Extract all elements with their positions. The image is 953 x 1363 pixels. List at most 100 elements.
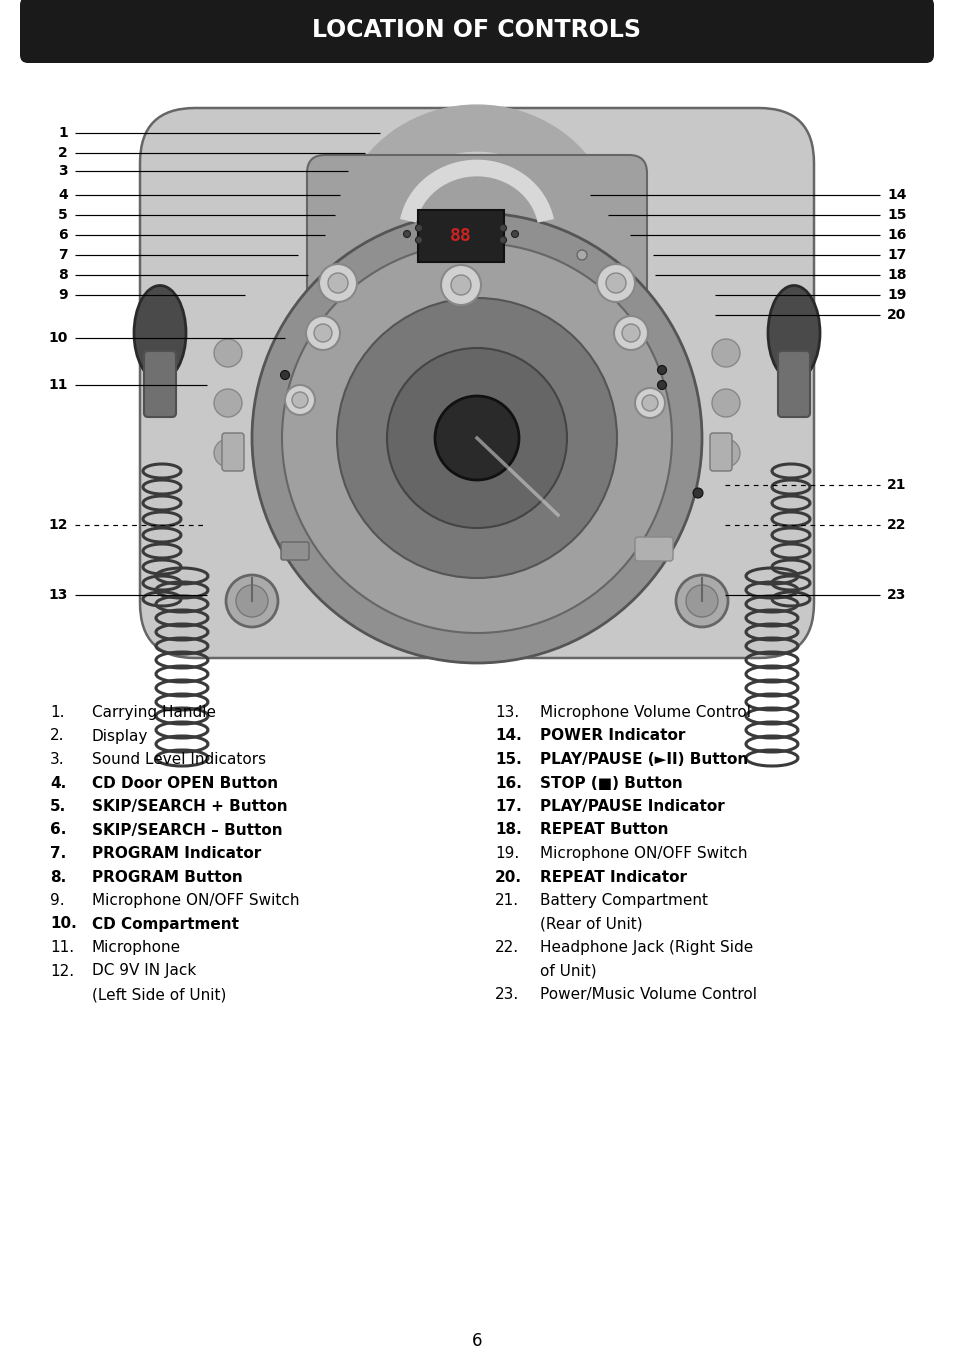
Text: Headphone Jack (Right Side: Headphone Jack (Right Side (539, 940, 753, 955)
Text: 4.: 4. (50, 776, 66, 791)
Circle shape (387, 348, 566, 527)
Text: 4: 4 (58, 188, 68, 202)
Text: 13.: 13. (495, 705, 518, 720)
Text: 6: 6 (471, 1332, 482, 1349)
Text: Microphone: Microphone (91, 940, 181, 955)
Circle shape (641, 395, 658, 412)
Text: SKIP/SEARCH + Button: SKIP/SEARCH + Button (91, 799, 287, 814)
FancyBboxPatch shape (222, 433, 244, 472)
Circle shape (451, 275, 471, 294)
FancyBboxPatch shape (140, 108, 813, 658)
Circle shape (213, 439, 242, 468)
FancyBboxPatch shape (326, 210, 377, 281)
Circle shape (416, 237, 422, 244)
Text: Battery Compartment: Battery Compartment (539, 893, 707, 908)
Text: 8.: 8. (50, 870, 66, 885)
Text: 2.: 2. (50, 728, 65, 743)
Text: 7.: 7. (50, 846, 66, 861)
Circle shape (440, 264, 480, 305)
Circle shape (328, 273, 348, 293)
Text: 22: 22 (886, 518, 905, 532)
Text: 19.: 19. (495, 846, 518, 861)
Circle shape (635, 388, 664, 418)
FancyBboxPatch shape (709, 433, 731, 472)
Circle shape (403, 230, 410, 237)
Text: 20.: 20. (495, 870, 521, 885)
Text: POWER Indicator: POWER Indicator (539, 728, 684, 743)
Text: 9.: 9. (50, 893, 65, 908)
Text: PLAY/PAUSE Indicator: PLAY/PAUSE Indicator (539, 799, 724, 814)
Circle shape (711, 339, 740, 367)
Text: 10.: 10. (50, 916, 76, 931)
Circle shape (252, 213, 701, 662)
FancyBboxPatch shape (417, 210, 503, 262)
Text: Sound Level Indicators: Sound Level Indicators (91, 752, 266, 767)
Text: PROGRAM Button: PROGRAM Button (91, 870, 242, 885)
Circle shape (226, 575, 277, 627)
Text: 11: 11 (49, 378, 68, 393)
Text: Microphone Volume Control: Microphone Volume Control (539, 705, 750, 720)
FancyBboxPatch shape (576, 210, 627, 281)
Text: 6: 6 (58, 228, 68, 243)
Circle shape (605, 273, 625, 293)
Circle shape (285, 384, 314, 414)
Text: REPEAT Button: REPEAT Button (539, 822, 668, 837)
Text: 12: 12 (49, 518, 68, 532)
Text: 9: 9 (58, 288, 68, 303)
Text: 16: 16 (886, 228, 905, 243)
Text: 6.: 6. (50, 822, 67, 837)
Circle shape (614, 316, 647, 350)
Text: REPEAT Indicator: REPEAT Indicator (539, 870, 686, 885)
Text: Microphone ON/OFF Switch: Microphone ON/OFF Switch (539, 846, 747, 861)
Circle shape (711, 388, 740, 417)
Text: Power/Music Volume Control: Power/Music Volume Control (539, 987, 757, 1002)
Text: 1: 1 (58, 125, 68, 140)
Text: 3: 3 (58, 164, 68, 179)
Text: CD Compartment: CD Compartment (91, 916, 239, 931)
Circle shape (711, 439, 740, 468)
Text: 13: 13 (49, 587, 68, 602)
Text: 23: 23 (886, 587, 905, 602)
Text: 5.: 5. (50, 799, 66, 814)
Text: PLAY/PAUSE (►II) Button: PLAY/PAUSE (►II) Button (539, 752, 747, 767)
Text: 88: 88 (450, 228, 472, 245)
Circle shape (416, 225, 422, 232)
Circle shape (292, 393, 308, 408)
Text: 15: 15 (886, 209, 905, 222)
Circle shape (511, 230, 518, 237)
Text: 18.: 18. (495, 822, 521, 837)
Text: 3.: 3. (50, 752, 65, 767)
Circle shape (499, 237, 506, 244)
Text: 11.: 11. (50, 940, 74, 955)
FancyBboxPatch shape (281, 542, 309, 560)
Text: 19: 19 (886, 288, 905, 303)
Text: 16.: 16. (495, 776, 521, 791)
Circle shape (577, 249, 586, 260)
Circle shape (499, 225, 506, 232)
FancyBboxPatch shape (20, 0, 933, 63)
Text: (Rear of Unit): (Rear of Unit) (539, 916, 642, 931)
Circle shape (692, 488, 702, 497)
Text: 15.: 15. (495, 752, 521, 767)
Circle shape (336, 298, 617, 578)
Text: 17: 17 (886, 248, 905, 262)
Text: Microphone ON/OFF Switch: Microphone ON/OFF Switch (91, 893, 299, 908)
Text: 21.: 21. (495, 893, 518, 908)
Circle shape (685, 585, 718, 617)
Ellipse shape (133, 285, 186, 380)
Text: 2: 2 (58, 146, 68, 159)
Text: PROGRAM Indicator: PROGRAM Indicator (91, 846, 261, 861)
Text: 22.: 22. (495, 940, 518, 955)
Text: 10: 10 (49, 331, 68, 345)
Circle shape (282, 243, 671, 632)
FancyBboxPatch shape (635, 537, 672, 562)
Text: 14.: 14. (495, 728, 521, 743)
Circle shape (280, 371, 289, 379)
Text: 20: 20 (886, 308, 905, 322)
FancyBboxPatch shape (778, 352, 809, 417)
Text: DC 9V IN Jack: DC 9V IN Jack (91, 964, 196, 979)
Text: 17.: 17. (495, 799, 521, 814)
Circle shape (435, 397, 518, 480)
Circle shape (213, 388, 242, 417)
Circle shape (306, 316, 339, 350)
